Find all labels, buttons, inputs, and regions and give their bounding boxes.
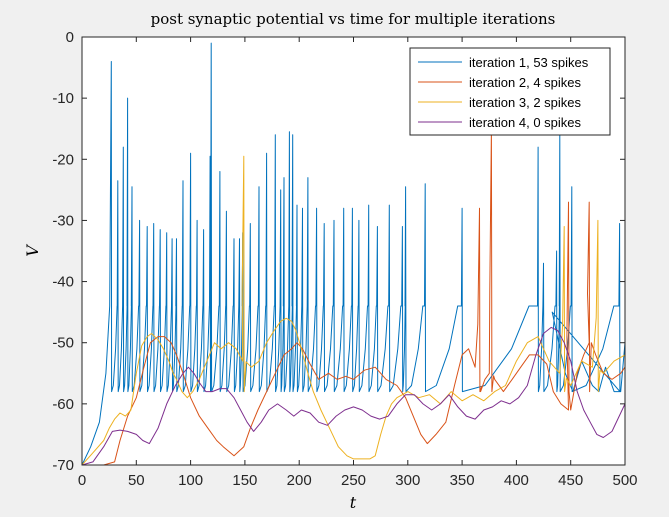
x-tick-label: 350 — [450, 472, 475, 489]
y-tick-label: -10 — [52, 90, 74, 107]
x-tick-label: 300 — [395, 472, 420, 489]
x-tick-label: 50 — [128, 472, 145, 489]
y-tick-label: -40 — [52, 274, 74, 291]
series-line-2 — [82, 128, 626, 466]
chart-title: post synaptic potential vs time for mult… — [151, 10, 556, 28]
legend: iteration 1, 53 spikes iteration 2, 4 spi… — [409, 47, 611, 136]
y-tick-label: 0 — [66, 29, 74, 46]
ticks-layer: 0 50 100 150 200 250 300 350 400 450 500 0 -10 -20 -30… — [52, 29, 637, 489]
legend-label-2: iteration 2, 4 spikes — [469, 75, 582, 90]
x-tick-label: 0 — [78, 472, 86, 489]
x-tick-label: 400 — [504, 472, 529, 489]
y-tick-label: -20 — [52, 151, 74, 168]
y-tick-label: -70 — [52, 457, 74, 474]
y-tick-label: -50 — [52, 335, 74, 352]
y-tick-label: -30 — [52, 212, 74, 229]
series-line-1 — [81, 42, 626, 466]
series-line-3 — [81, 155, 626, 466]
legend-label-3: iteration 3, 2 spikes — [469, 95, 582, 110]
x-axis-label: t — [350, 493, 357, 512]
y-axis-label: V — [23, 244, 42, 257]
series-line-4 — [81, 326, 626, 466]
legend-label-4: iteration 4, 0 spikes — [469, 115, 582, 130]
x-tick-label: 200 — [287, 472, 312, 489]
legend-label-1: iteration 1, 53 spikes — [469, 55, 589, 70]
x-tick-label: 100 — [178, 472, 203, 489]
y-tick-label: -60 — [52, 396, 74, 413]
x-tick-label: 150 — [232, 472, 257, 489]
series-layer — [81, 42, 626, 466]
x-tick-label: 450 — [558, 472, 583, 489]
x-tick-label: 500 — [612, 472, 637, 489]
x-tick-label: 250 — [341, 472, 366, 489]
